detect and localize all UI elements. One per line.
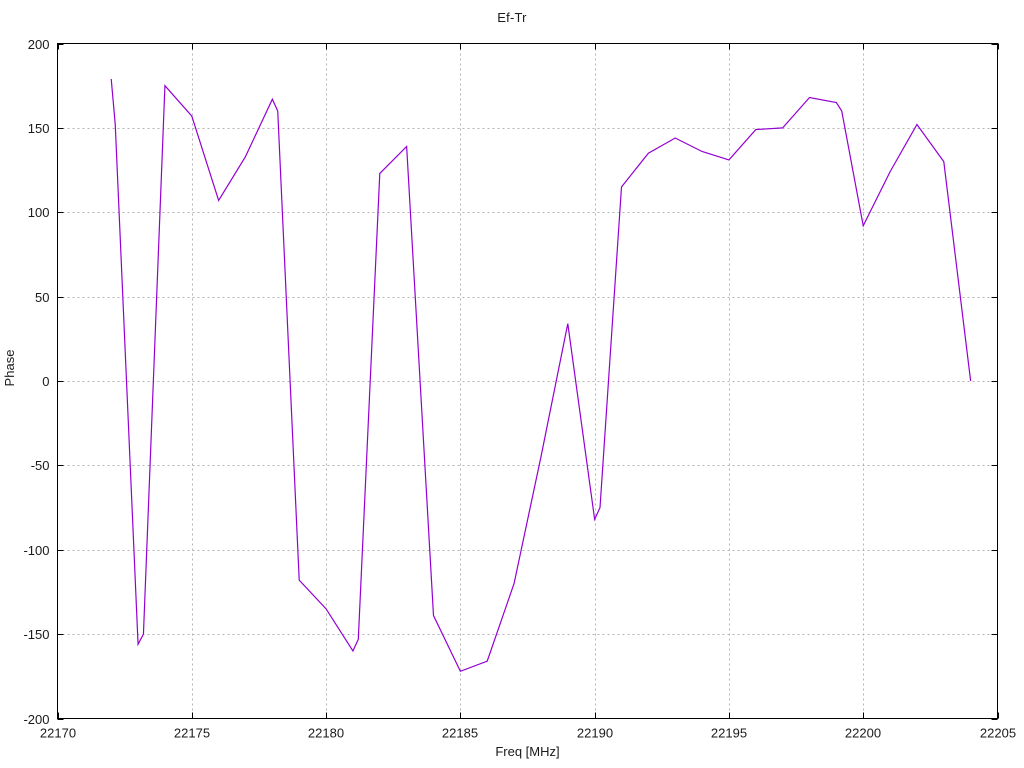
y-tick-label: 100 (28, 205, 50, 220)
x-tick-label: 22200 (845, 726, 881, 741)
x-tick-label: 22185 (442, 726, 478, 741)
y-tick-label: 0 (42, 374, 49, 389)
y-grid-lines (57, 128, 998, 635)
chart-title: Ef-Tr (497, 10, 527, 25)
y-tick-label: -200 (23, 712, 49, 727)
y-tick-label: 150 (28, 121, 50, 136)
y-tick-label: 200 (28, 37, 50, 52)
x-tick-label: 22170 (40, 726, 76, 741)
x-tick-label: 22205 (980, 726, 1016, 741)
y-tick-label: -50 (31, 458, 50, 473)
y-tick-label: 50 (35, 290, 49, 305)
x-tick-label: 22190 (577, 726, 613, 741)
plot-frame (57, 43, 998, 719)
y-tick-label: -100 (23, 543, 49, 558)
data-series-line (110, 78, 972, 673)
x-tick-label: 22180 (308, 726, 344, 741)
x-axis-label: Freq [MHz] (495, 744, 560, 759)
axis-tick-marks (57, 43, 999, 720)
x-tick-label: 22195 (711, 726, 747, 741)
x-tick-labels: 22170 22175 22180 22185 22190 22195 22200 22205 (40, 726, 1016, 741)
y-tick-labels: -200 -150 -100 -50 0 50 100 150 200 (23, 37, 49, 727)
x-tick-label: 22175 (174, 726, 210, 741)
y-tick-label: -150 (23, 627, 49, 642)
